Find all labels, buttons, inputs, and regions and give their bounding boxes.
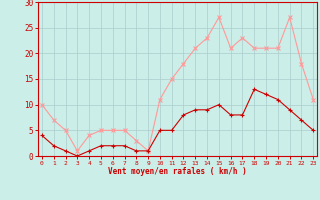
X-axis label: Vent moyen/en rafales ( km/h ): Vent moyen/en rafales ( km/h ) xyxy=(108,167,247,176)
